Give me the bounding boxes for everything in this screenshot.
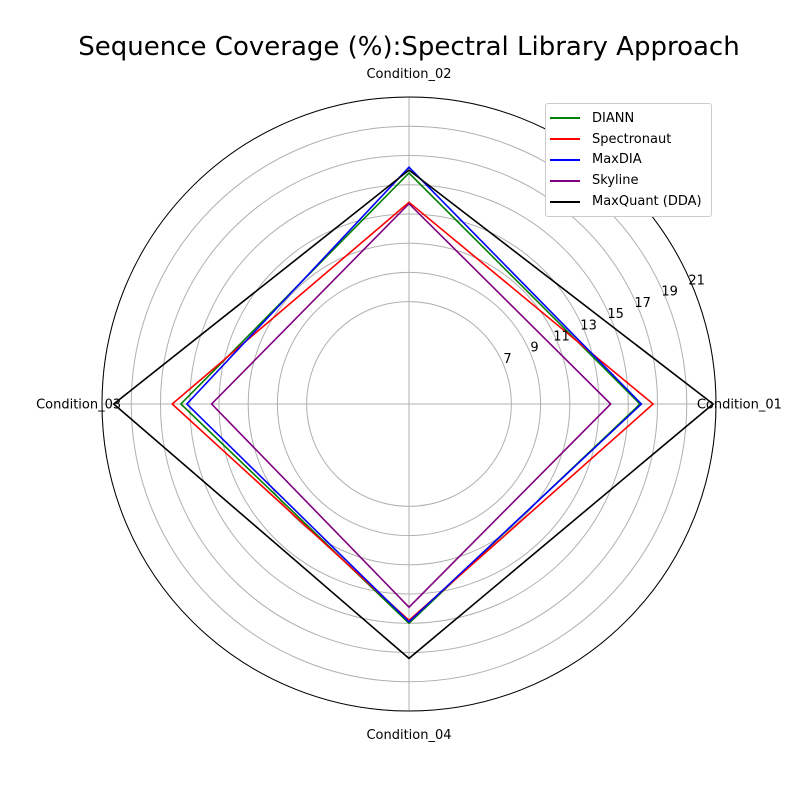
series-line-2 xyxy=(185,166,643,623)
radial-tick-label: 7 xyxy=(503,352,511,367)
series-line-3 xyxy=(210,202,612,609)
polar-frame xyxy=(101,96,717,712)
legend-swatch xyxy=(550,158,580,161)
legend-item: Skyline xyxy=(546,170,711,191)
radial-tick-label: 11 xyxy=(553,329,570,344)
series-line-0 xyxy=(179,171,642,625)
legend-label: Skyline xyxy=(592,173,639,189)
labels: Condition_01 Condition_02 Condition_03 Cond… xyxy=(36,67,782,743)
legend-item: DIANN xyxy=(546,108,711,129)
legend-swatch xyxy=(550,179,580,182)
radial-tick-label: 15 xyxy=(607,307,624,322)
radial-tick-label: 19 xyxy=(661,285,678,300)
legend-item: MaxQuant (DDA) xyxy=(546,191,711,212)
category-label: Condition_02 xyxy=(366,67,451,82)
legend-label: Spectronaut xyxy=(592,131,672,147)
legend-label: DIANN xyxy=(592,110,635,126)
category-label: Condition_04 xyxy=(366,728,451,743)
legend-swatch xyxy=(550,138,580,141)
category-label: Condition_03 xyxy=(36,398,121,413)
legend-label: MaxQuant (DDA) xyxy=(592,194,702,210)
series-line-1 xyxy=(170,201,655,622)
grid xyxy=(101,96,717,712)
legend-swatch xyxy=(550,200,580,203)
chart-title: Sequence Coverage (%):Spectral Library A… xyxy=(78,32,740,62)
series-layer xyxy=(112,166,715,660)
radial-tick-label: 9 xyxy=(530,341,538,356)
radial-tick-label: 13 xyxy=(580,318,597,333)
legend-label: MaxDIA xyxy=(592,152,642,168)
series-line-4 xyxy=(112,169,715,660)
legend: DIANN Spectronaut MaxDIA Skyline MaxQuant (D… xyxy=(545,103,712,217)
radial-tick-label: 21 xyxy=(688,274,705,289)
legend-item: MaxDIA xyxy=(546,150,711,171)
radial-tick-label: 17 xyxy=(634,296,651,311)
category-label: Condition_01 xyxy=(697,398,782,413)
legend-swatch xyxy=(550,117,580,120)
legend-item: Spectronaut xyxy=(546,129,711,150)
